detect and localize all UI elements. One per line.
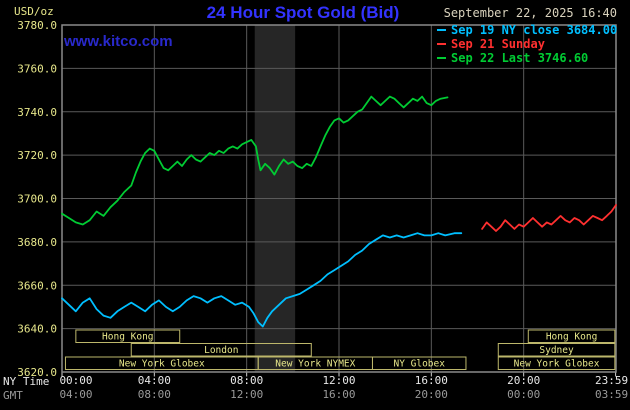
series-line-sep-21-sunday [481, 204, 617, 232]
legend-label: Sep 21 Sunday [451, 37, 545, 51]
legend-entry: Sep 22 Last 3746.60 [437, 51, 617, 65]
x-tick-label-ny: 00:00 [59, 374, 92, 387]
x-tick-label-gmt: 12:00 [230, 388, 263, 401]
session-label: NY Globex [393, 359, 445, 370]
x-tick-label-gmt: 00:00 [507, 388, 540, 401]
x-tick-label-gmt: 08:00 [138, 388, 171, 401]
legend-label: Sep 22 Last 3746.60 [451, 51, 589, 65]
y-tick-label: 3780.0 [17, 19, 57, 32]
x-tick-label-ny: 04:00 [138, 374, 171, 387]
session-box [130, 343, 312, 357]
session-label: Sydney [539, 345, 574, 356]
x-tick-label-gmt: 04:00 [59, 388, 92, 401]
x-tick-label-ny: 12:00 [322, 374, 355, 387]
y-tick-label: 3660.0 [17, 279, 57, 292]
legend-dash-icon [437, 29, 446, 31]
x-tick-label-ny: 20:00 [507, 374, 540, 387]
legend-entry: Sep 21 Sunday [437, 37, 617, 51]
x-tick-label-gmt: 20:00 [415, 388, 448, 401]
plot-border [61, 24, 617, 373]
x-tick-label-ny: 08:00 [230, 374, 263, 387]
session-box [75, 329, 181, 343]
legend-entry: Sep 19 NY close 3684.00 [437, 23, 617, 37]
session-box [497, 343, 616, 357]
datetime-label: September 22, 2025 16:40 [443, 6, 617, 20]
legend-dash-icon [437, 57, 446, 59]
x-tick-label-gmt: 16:00 [322, 388, 355, 401]
session-label: London [204, 345, 238, 356]
session-label: Hong Kong [102, 332, 153, 343]
x-axis-ny-time-label: NY Time [3, 375, 50, 388]
y-tick-label: 3640.0 [17, 323, 57, 336]
session-label: New York NYMEX [275, 359, 355, 370]
kitco-watermark-link[interactable]: www.kitco.com [64, 33, 173, 50]
x-axis-gmt-label: GMT [3, 389, 23, 402]
session-box [497, 356, 616, 370]
y-tick-label: 3760.0 [17, 62, 57, 75]
session-label: New York Globex [514, 359, 600, 370]
y-tick-label: 3620.0 [17, 366, 57, 379]
y-tick-label: 3720.0 [17, 149, 57, 162]
y-tick-label: 3740.0 [17, 106, 57, 119]
legend: Sep 19 NY close 3684.00 Sep 21 Sunday Sep … [437, 23, 617, 65]
y-tick-label: 3680.0 [17, 236, 57, 249]
y-tick-label: 3700.0 [17, 193, 57, 206]
legend-dash-icon [437, 43, 446, 45]
x-tick-label-ny: 23:59 [595, 374, 628, 387]
series-line-sep-19-ny-close [61, 232, 463, 328]
chart-title: 24 Hour Spot Gold (Bid) [206, 3, 400, 22]
session-label: New York Globex [119, 359, 205, 370]
session-box [371, 356, 467, 370]
session-label: Hong Kong [546, 332, 597, 343]
series-line-sep-22 [61, 95, 449, 226]
legend-label: Sep 19 NY close 3684.00 [451, 23, 618, 37]
y-axis-units-label: USD/oz [14, 5, 54, 18]
x-tick-label-gmt: 03:59 [595, 388, 628, 401]
x-tick-label-ny: 16:00 [415, 374, 448, 387]
session-box [527, 329, 616, 343]
